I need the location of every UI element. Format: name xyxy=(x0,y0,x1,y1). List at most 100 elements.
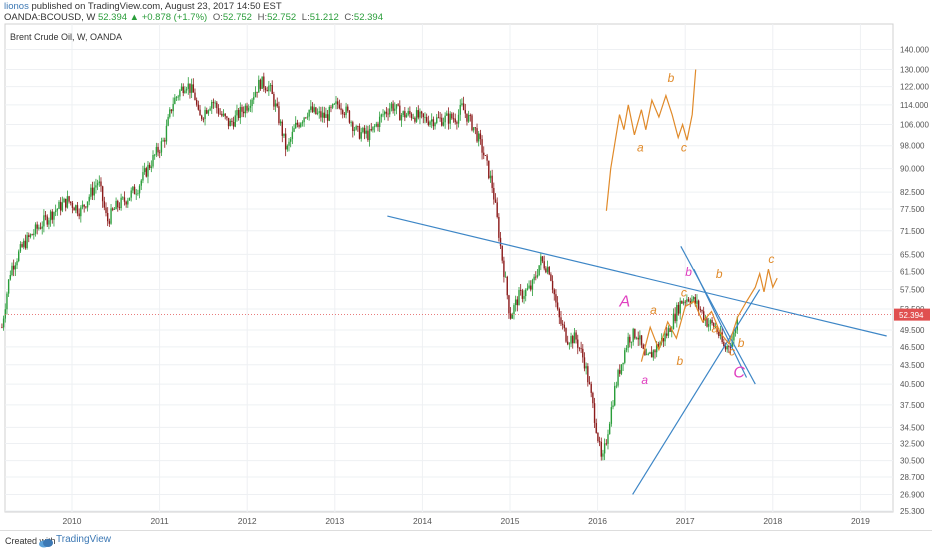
candle-body xyxy=(630,341,633,343)
candle-body xyxy=(216,102,218,109)
candle-body xyxy=(667,328,670,336)
candle-body xyxy=(253,96,255,100)
candle-body xyxy=(182,86,184,94)
candle-body xyxy=(595,422,597,433)
candle-body xyxy=(271,85,273,95)
candle-body xyxy=(503,260,505,277)
x-tick-label: 2015 xyxy=(501,516,520,526)
candle-body xyxy=(467,115,470,122)
candle-body xyxy=(192,84,195,93)
tradingview-cloud-icon xyxy=(38,535,54,553)
candle-body xyxy=(179,90,181,97)
candle-body xyxy=(120,197,122,209)
candle-body xyxy=(578,347,581,349)
candle-body xyxy=(676,304,678,322)
x-tick-label: 2014 xyxy=(413,516,432,526)
candle-body xyxy=(234,115,236,127)
candle-body xyxy=(274,103,277,107)
candle-body xyxy=(159,152,161,154)
candle-body xyxy=(125,201,127,205)
candle-body xyxy=(214,102,216,104)
candle-body xyxy=(180,86,183,91)
candle-body xyxy=(36,224,38,229)
candle-body xyxy=(19,244,22,252)
y-tick-label: 98.000 xyxy=(900,142,925,151)
candle-body xyxy=(647,353,649,355)
candle-body xyxy=(686,299,688,303)
candle-body xyxy=(49,211,52,221)
candle-body xyxy=(348,110,351,123)
candle-body xyxy=(439,117,441,119)
candle-body xyxy=(103,201,106,208)
candle-body xyxy=(6,293,8,310)
candle-body xyxy=(221,113,223,116)
candle-body xyxy=(184,90,186,94)
candle-body xyxy=(619,370,621,374)
candle-body xyxy=(378,116,381,128)
wave-label: b xyxy=(685,265,692,279)
candle-body xyxy=(286,145,289,150)
candle-body xyxy=(105,207,107,214)
candle-body xyxy=(506,276,508,296)
candle-body xyxy=(657,344,660,348)
candle-body xyxy=(454,118,456,123)
candle-body xyxy=(142,172,144,181)
candle-body xyxy=(491,175,493,188)
candle-body xyxy=(222,113,225,116)
candle-body xyxy=(499,237,502,246)
candle-body xyxy=(138,185,141,194)
candle-body xyxy=(538,265,540,275)
candle-body xyxy=(160,141,163,153)
high-value: 52.752 xyxy=(267,12,297,23)
candle-body xyxy=(392,103,394,111)
candle-body xyxy=(325,114,327,118)
candle-body xyxy=(684,301,686,303)
candle-body xyxy=(417,110,419,118)
candle-body xyxy=(283,133,285,136)
y-tick-label: 37.500 xyxy=(900,401,925,410)
candle-body xyxy=(412,117,414,119)
candle-body xyxy=(132,186,134,191)
publish-line: lionos published on TradingView.com, Aug… xyxy=(4,1,282,13)
candle-body xyxy=(266,89,268,92)
candle-body xyxy=(298,124,300,127)
candle-body xyxy=(706,318,708,327)
candle-body xyxy=(399,105,401,121)
y-tick-label: 49.500 xyxy=(900,326,925,335)
candle-body xyxy=(681,300,683,304)
candle-body xyxy=(691,299,693,303)
candle-body xyxy=(44,215,47,217)
candle-body xyxy=(38,227,40,229)
candle-body xyxy=(246,105,248,111)
candle-body xyxy=(541,256,544,262)
candle-body xyxy=(254,91,257,97)
y-tick-label: 61.500 xyxy=(900,267,925,276)
ohlc-line: OANDA:BCOUSD, W 52.394 ▲ +0.878 (+1.7%) … xyxy=(4,12,383,24)
y-tick-label: 34.500 xyxy=(900,423,925,432)
candle-body xyxy=(718,332,720,336)
candle-body xyxy=(291,131,294,139)
x-tick-label: 2012 xyxy=(238,516,257,526)
trendline xyxy=(632,289,761,495)
price-chart[interactable]: 2010 2011 2012 2013 2014 2015 2016 2017 2018 2019… xyxy=(0,22,932,530)
candle-body xyxy=(474,127,477,129)
candle-body xyxy=(728,345,730,348)
candle-body xyxy=(395,104,398,109)
candle-body xyxy=(350,122,352,124)
candle-body xyxy=(338,104,341,109)
candle-body xyxy=(48,220,50,225)
candle-body xyxy=(726,345,728,350)
candle-body xyxy=(375,123,378,127)
candle-body xyxy=(28,235,30,237)
tradingview-logo-text[interactable]: TradingView xyxy=(56,534,112,545)
candle-body xyxy=(122,197,124,199)
y-tick-label: 46.500 xyxy=(900,343,925,352)
candle-body xyxy=(323,112,325,118)
candle-body xyxy=(390,103,393,109)
candle-body xyxy=(108,221,111,224)
author-link[interactable]: lionos xyxy=(4,1,29,12)
candle-body xyxy=(207,110,210,114)
candle-body xyxy=(587,366,589,383)
candle-body xyxy=(172,103,174,112)
candle-body xyxy=(321,112,324,118)
